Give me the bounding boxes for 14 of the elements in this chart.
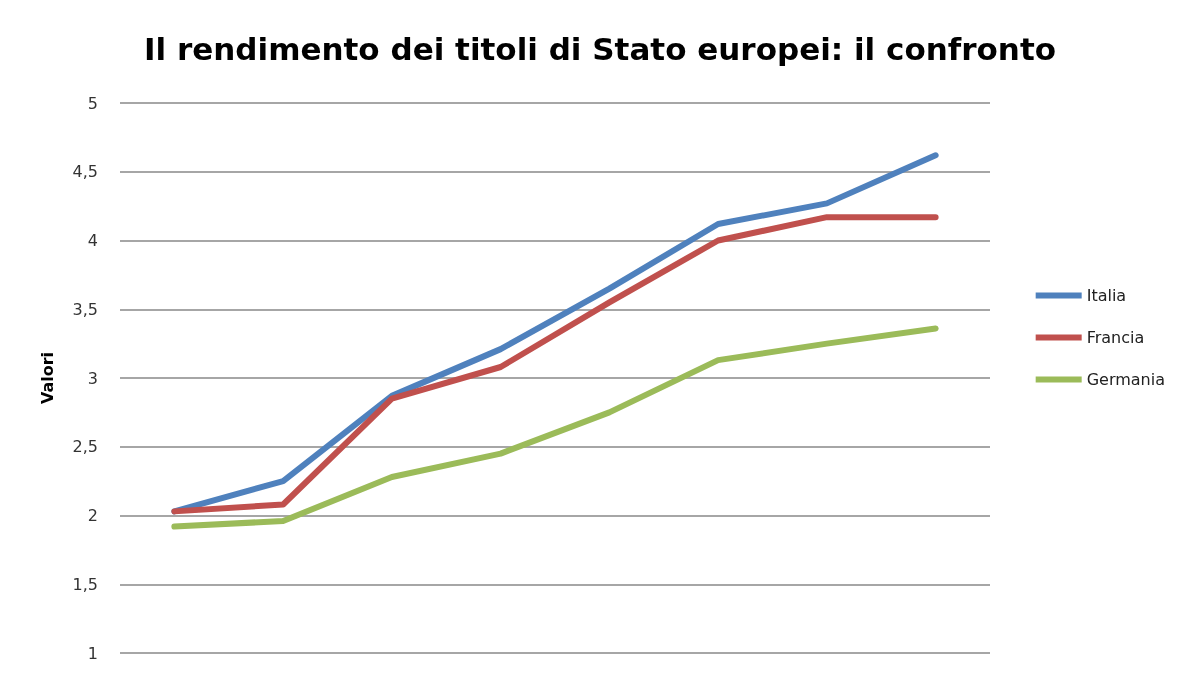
chart-title: Il rendimento dei titoli di Stato europei: il confronto xyxy=(143,30,1057,67)
legend-label: Francia xyxy=(1086,328,1145,347)
legend-label: Italia xyxy=(1086,286,1127,305)
legend-label: Germania xyxy=(1086,370,1166,389)
y-tick-label: 1,5 xyxy=(72,574,98,594)
y-tick-label: 2,5 xyxy=(72,437,98,457)
y-tick-label: 2 xyxy=(87,506,98,525)
y-tick-label: 3 xyxy=(87,368,98,388)
y-tick-label: 4 xyxy=(87,231,98,250)
y-tick-label: 1 xyxy=(87,643,98,663)
y-axis-title: Valori xyxy=(37,351,57,405)
y-tick-label: 5 xyxy=(87,93,98,113)
y-tick-label: 3,5 xyxy=(72,299,98,319)
y-tick-label: 4,5 xyxy=(72,162,98,182)
